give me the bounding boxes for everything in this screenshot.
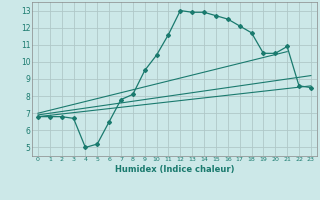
X-axis label: Humidex (Indice chaleur): Humidex (Indice chaleur) bbox=[115, 165, 234, 174]
